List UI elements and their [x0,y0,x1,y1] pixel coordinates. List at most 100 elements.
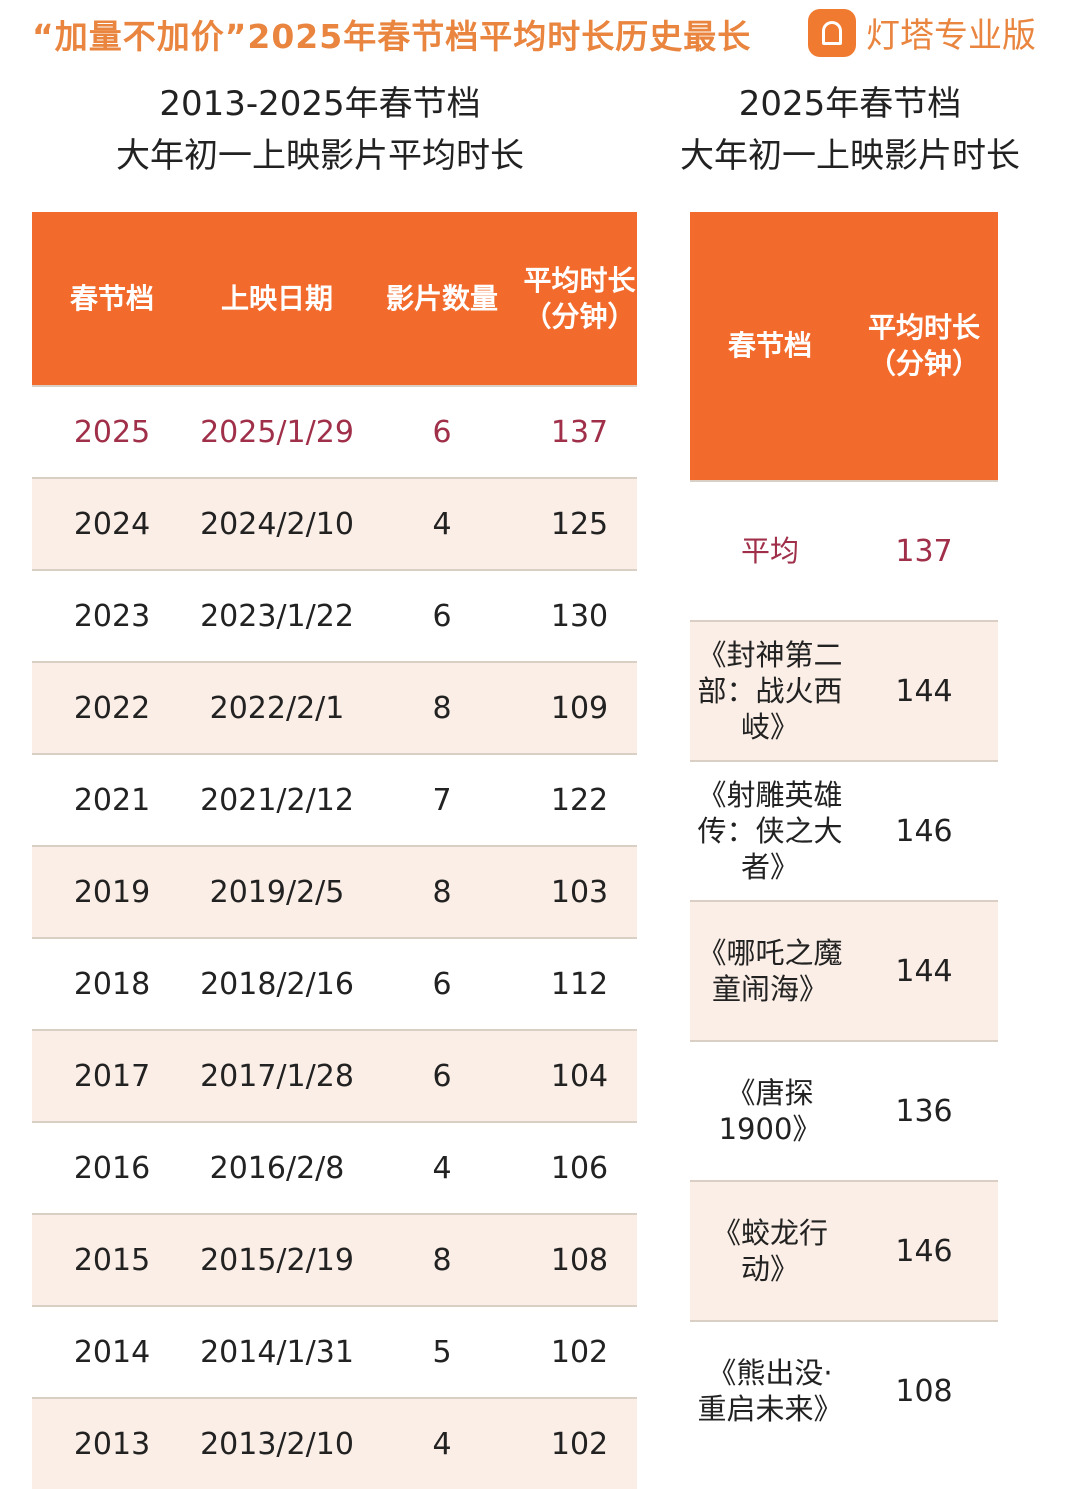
count-cell: 8 [362,661,522,754]
left-subtitle-line1: 2013-2025年春节档 [159,84,481,124]
duration-cell: 109 [522,661,637,754]
date-cell: 2019/2/5 [192,845,362,938]
film-cell: 《熊出没·重启未来》 [690,1320,850,1460]
duration-cell: 136 [850,1040,998,1181]
table-row: 2019 2019/2/5 8 103 [32,845,637,938]
left-subtitle-line2: 大年初一上映影片平均时长 [116,136,524,176]
table-row: 2025 2025/1/29 6 137 [32,385,637,478]
count-cell: 6 [362,1029,522,1122]
date-cell: 2025/1/29 [192,385,362,478]
right-subtitle: 2025年春节档 大年初一上映影片时长 [650,78,1050,182]
year-cell: 2019 [32,845,192,938]
table-row: 平均 137 [690,480,998,621]
year-cell: 2025 [32,385,192,478]
count-cell: 8 [362,1213,522,1306]
duration-cell: 106 [522,1121,637,1214]
count-cell: 4 [362,477,522,570]
year-cell: 2016 [32,1121,192,1214]
table-row: 2022 2022/2/1 8 109 [32,661,637,754]
duration-cell: 102 [522,1305,637,1398]
date-cell: 2014/1/31 [192,1305,362,1398]
table-row: 2017 2017/1/28 6 104 [32,1029,637,1122]
film-cell: 平均 [690,480,850,621]
table-row: 《封神第二部：战火西岐》 144 [690,620,998,761]
year-cell: 2021 [32,753,192,846]
duration-cell: 103 [522,845,637,938]
date-cell: 2022/2/1 [192,661,362,754]
film-cell: 《射雕英雄传：侠之大者》 [690,760,850,901]
left-subtitle: 2013-2025年春节档 大年初一上映影片平均时长 [40,78,600,182]
table-row: 2013 2013/2/10 4 102 [32,1397,637,1489]
duration-cell: 108 [850,1320,998,1460]
date-cell: 2021/2/12 [192,753,362,846]
year-cell: 2023 [32,569,192,662]
duration-cell: 102 [522,1397,637,1489]
film-cell: 《哪吒之魔童闹海》 [690,900,850,1041]
col-header: 影片数量 [362,212,522,386]
film-duration-table: 春节档 平均时长（分钟） 平均 137 《封神第二部：战火西岐》 144 《射雕英雄传：… [690,212,998,1460]
date-cell: 2023/1/22 [192,569,362,662]
table-row: 2014 2014/1/31 5 102 [32,1305,637,1398]
duration-cell: 144 [850,900,998,1041]
yearly-duration-table: 春节档 上映日期 影片数量 平均时长（分钟） 2025 2025/1/29 6 137… [32,212,637,1489]
count-cell: 4 [362,1397,522,1489]
count-cell: 7 [362,753,522,846]
table-row: 2018 2018/2/16 6 112 [32,937,637,1030]
duration-cell: 112 [522,937,637,1030]
right-subtitle-line2: 大年初一上映影片时长 [680,136,1020,176]
date-cell: 2024/2/10 [192,477,362,570]
table-row: 2015 2015/2/19 8 108 [32,1213,637,1306]
table-row: 2021 2021/2/12 7 122 [32,753,637,846]
year-cell: 2014 [32,1305,192,1398]
table-row: 2016 2016/2/8 4 106 [32,1121,637,1214]
duration-cell: 108 [522,1213,637,1306]
brand-logo: 灯塔专业版 [808,8,1036,57]
year-cell: 2024 [32,477,192,570]
table-row: 《熊出没·重启未来》 108 [690,1320,998,1460]
year-cell: 2018 [32,937,192,1030]
count-cell: 6 [362,569,522,662]
table-row: 2023 2023/1/22 6 130 [32,569,637,662]
date-cell: 2013/2/10 [192,1397,362,1489]
date-cell: 2016/2/8 [192,1121,362,1214]
year-cell: 2015 [32,1213,192,1306]
right-subtitle-line1: 2025年春节档 [738,84,962,124]
page-title: “加量不加价”2025年春节档平均时长历史最长 [32,17,752,56]
duration-cell: 146 [850,1180,998,1321]
table-row: 《唐探1900》 136 [690,1040,998,1181]
film-cell: 《蛟龙行动》 [690,1180,850,1321]
film-cell: 《唐探1900》 [690,1040,850,1181]
duration-cell: 137 [522,385,637,478]
duration-cell: 104 [522,1029,637,1122]
table-row: 2024 2024/2/10 4 125 [32,477,637,570]
col-header: 上映日期 [192,212,362,386]
duration-cell: 125 [522,477,637,570]
lighthouse-icon [808,8,856,57]
table-header: 春节档 平均时长（分钟） [690,212,998,481]
count-cell: 8 [362,845,522,938]
year-cell: 2013 [32,1397,192,1489]
table-row: 《哪吒之魔童闹海》 144 [690,900,998,1041]
col-header: 春节档 [32,212,192,386]
count-cell: 6 [362,937,522,1030]
film-cell: 《封神第二部：战火西岐》 [690,620,850,761]
table-row: 《蛟龙行动》 146 [690,1180,998,1321]
count-cell: 5 [362,1305,522,1398]
table-row: 《射雕英雄传：侠之大者》 146 [690,760,998,901]
duration-cell: 146 [850,760,998,901]
col-header: 春节档 [690,212,850,481]
duration-cell: 137 [850,480,998,621]
count-cell: 4 [362,1121,522,1214]
table-header: 春节档 上映日期 影片数量 平均时长（分钟） [32,212,637,386]
date-cell: 2017/1/28 [192,1029,362,1122]
year-cell: 2022 [32,661,192,754]
col-header: 平均时长（分钟） [850,212,998,481]
date-cell: 2015/2/19 [192,1213,362,1306]
col-header: 平均时长（分钟） [522,212,637,386]
duration-cell: 130 [522,569,637,662]
duration-cell: 144 [850,620,998,761]
year-cell: 2017 [32,1029,192,1122]
brand-name: 灯塔专业版 [866,16,1036,56]
count-cell: 6 [362,385,522,478]
date-cell: 2018/2/16 [192,937,362,1030]
